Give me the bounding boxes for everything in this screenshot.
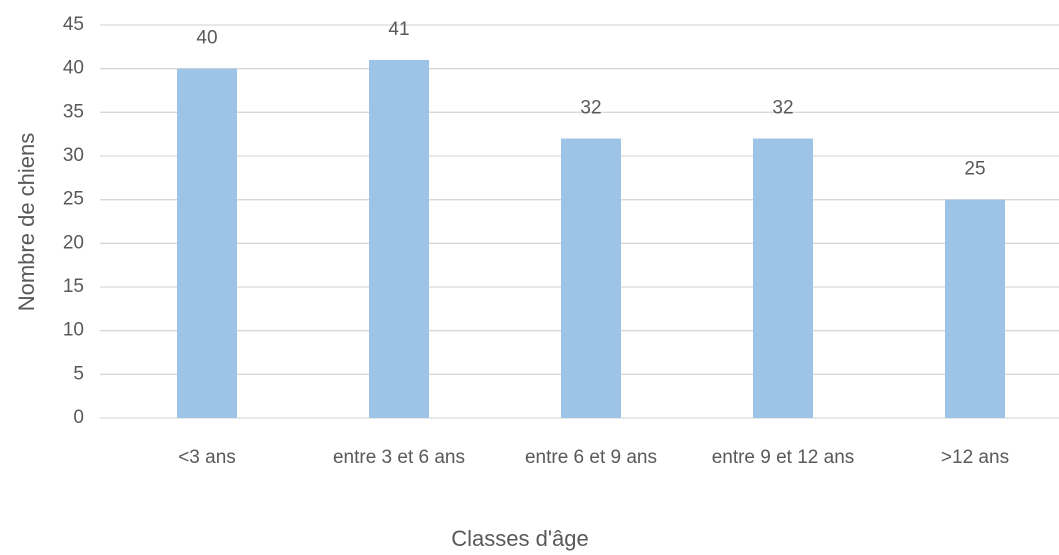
y-tick-label: 10	[63, 320, 84, 341]
y-tick-label: 0	[73, 407, 84, 428]
bar	[369, 59, 429, 418]
x-tick-label: <3 ans	[178, 447, 236, 468]
y-tick-label: 20	[63, 232, 84, 253]
y-tick-label: 30	[63, 145, 84, 166]
x-axis-title: Classes d'âge	[451, 526, 589, 551]
y-axis-title: Nombre de chiens	[14, 133, 39, 312]
y-tick-label: 15	[63, 276, 84, 297]
x-tick-label: entre 3 et 6 ans	[332, 447, 466, 468]
data-label: 32	[580, 98, 601, 119]
y-tick-label: 5	[73, 363, 84, 384]
x-tick-label: >12 ans	[940, 447, 1010, 468]
data-label: 41	[388, 19, 409, 40]
data-label: 32	[772, 98, 793, 119]
bar	[753, 138, 813, 419]
y-tick-label: 25	[63, 189, 84, 210]
y-tick-label: 40	[63, 58, 84, 79]
bar	[561, 138, 621, 419]
data-label: 40	[196, 28, 217, 49]
bar	[945, 199, 1005, 418]
x-tick-label: entre 6 et 9 ans	[524, 447, 658, 468]
x-tick-label: entre 9 et 12 ans	[711, 447, 855, 468]
y-tick-label: 45	[63, 14, 84, 35]
bar	[177, 68, 237, 419]
y-tick-label: 35	[63, 101, 84, 122]
data-label: 25	[964, 159, 985, 180]
